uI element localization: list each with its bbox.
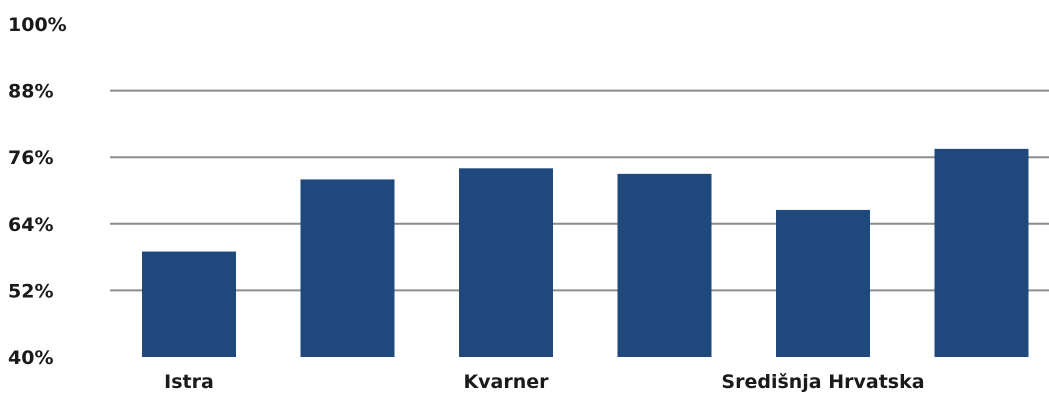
- bar: [142, 251, 236, 357]
- bar: [617, 173, 712, 357]
- x-category-label: Kvarner: [463, 371, 549, 393]
- bars: [142, 148, 1029, 357]
- bar: [300, 179, 395, 357]
- gridlines: [110, 89, 1049, 292]
- y-axis-tick-labels: 40% 52% 64% 76% 88% 100%: [8, 14, 67, 369]
- y-tick-label: 88%: [8, 81, 53, 103]
- y-tick-label: 100%: [8, 14, 67, 36]
- bar: [459, 168, 553, 357]
- y-tick-label: 76%: [8, 147, 53, 169]
- y-tick-label: 40%: [8, 347, 53, 369]
- bar: [776, 209, 870, 357]
- x-category-label: Istra: [164, 371, 214, 393]
- bar: [934, 148, 1029, 357]
- x-category-label: Središnja Hrvatska: [721, 371, 924, 393]
- y-tick-label: 52%: [8, 280, 53, 302]
- y-tick-label: 64%: [8, 214, 53, 236]
- x-axis-category-labels: Istra Kvarner Središnja Hrvatska: [164, 371, 924, 393]
